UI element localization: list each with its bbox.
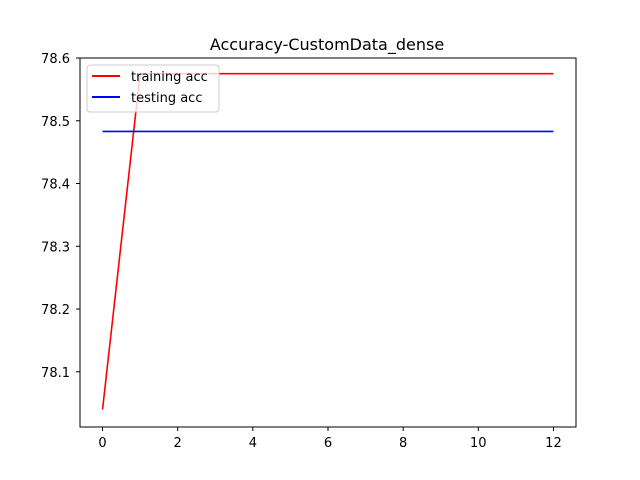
y-tick-label: 78.1 (41, 366, 70, 381)
chart-title: Accuracy-CustomData_dense (210, 35, 444, 55)
plot-frame (79, 57, 577, 428)
x-tick-label: 6 (324, 436, 332, 451)
y-tick-label: 78.5 (41, 115, 70, 130)
y-tick-label: 78.2 (41, 303, 70, 318)
y-axis: 78.1 78.2 78.3 78.4 78.5 78.6 (41, 52, 80, 381)
x-tick-label: 4 (249, 436, 257, 451)
y-tick-label: 78.4 (41, 178, 70, 193)
x-axis: 0 2 4 6 8 10 12 (98, 427, 562, 451)
x-tick-label: 10 (470, 436, 487, 451)
legend-testing-acc-label: testing acc (131, 91, 202, 106)
y-tick-label: 78.6 (41, 52, 70, 67)
x-tick-label: 2 (174, 436, 182, 451)
legend-training-acc-label: training acc (131, 70, 208, 85)
x-tick-label: 0 (98, 436, 106, 451)
x-tick-label: 8 (399, 436, 407, 451)
x-tick-label: 12 (545, 436, 562, 451)
legend: training acc testing acc (86, 64, 220, 113)
y-tick-label: 78.3 (41, 240, 70, 255)
